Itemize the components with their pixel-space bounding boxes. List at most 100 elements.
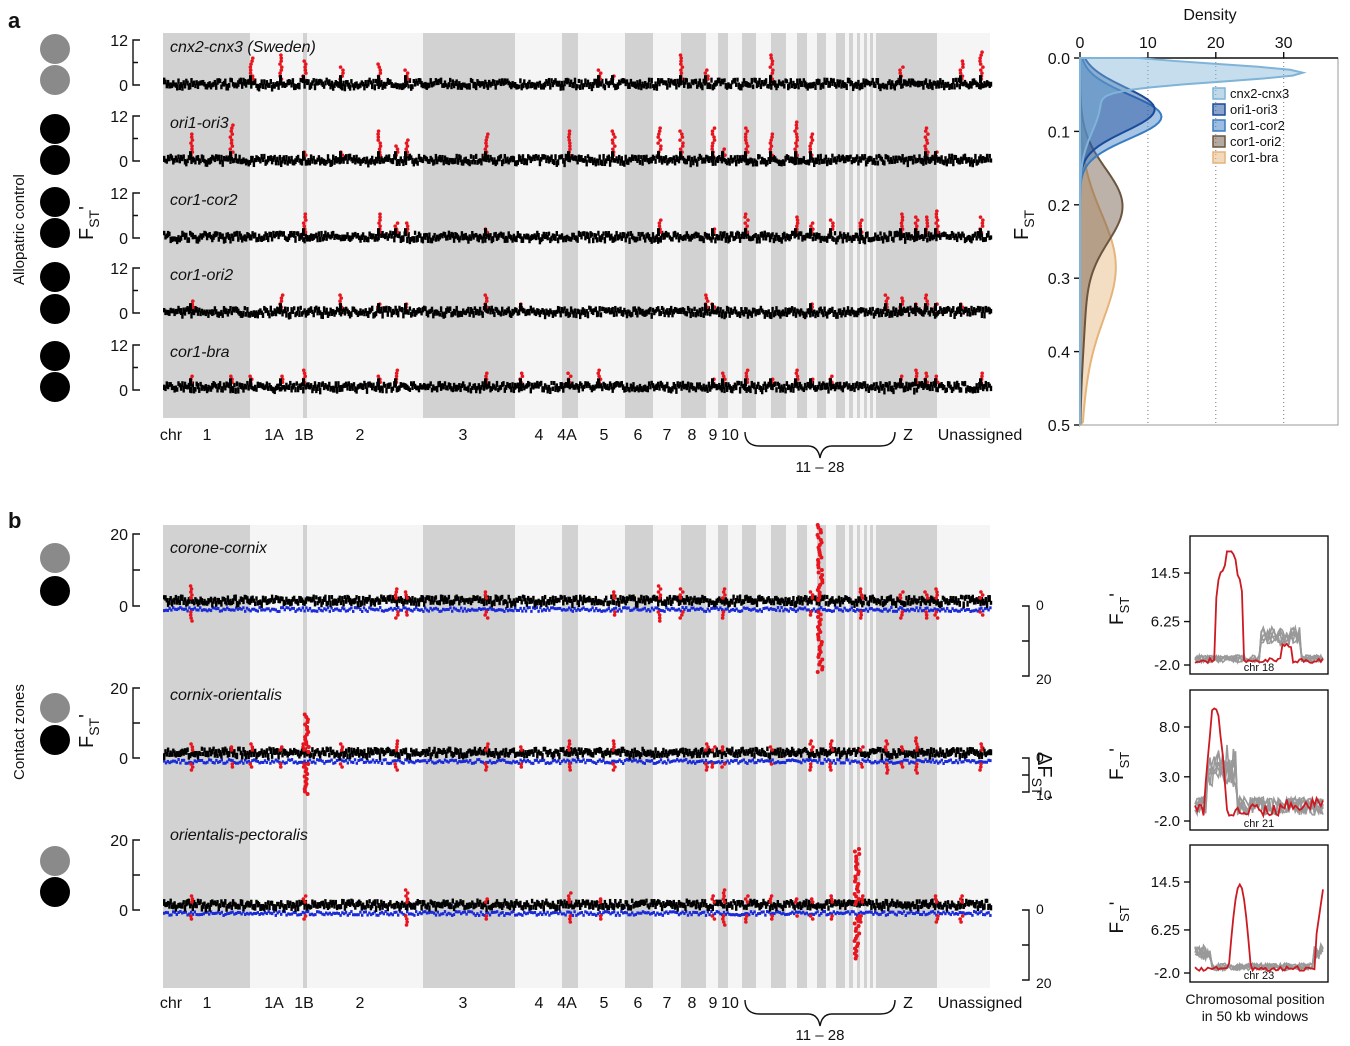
data-point	[449, 306, 452, 312]
data-point	[826, 594, 829, 600]
data-point	[521, 382, 525, 388]
data-point	[369, 233, 373, 240]
delta-point	[233, 608, 236, 612]
data-point	[568, 236, 571, 242]
data-point	[871, 77, 874, 83]
data-point	[248, 598, 252, 605]
data-point	[941, 309, 945, 317]
data-point	[400, 597, 404, 604]
data-point	[355, 309, 358, 316]
data-point	[270, 236, 274, 242]
data-point	[176, 308, 179, 315]
data-point	[932, 381, 935, 387]
data-point	[913, 595, 916, 602]
data-point	[906, 306, 909, 313]
data-point	[690, 601, 694, 606]
data-point	[750, 597, 753, 605]
data-point	[321, 381, 324, 387]
data-point	[975, 235, 978, 241]
data-point	[449, 383, 452, 390]
delta-point	[872, 608, 875, 612]
data-point	[281, 596, 284, 602]
data-point	[437, 235, 440, 242]
delta-point	[895, 609, 898, 613]
data-point	[532, 234, 535, 240]
data-point	[602, 153, 605, 161]
data-point	[166, 601, 170, 607]
data-point	[420, 157, 423, 163]
data-point	[742, 312, 746, 317]
data-point	[775, 306, 778, 312]
data-point	[881, 601, 885, 608]
data-point	[199, 159, 202, 164]
data-point	[317, 596, 321, 604]
data-point	[242, 77, 245, 85]
data-point	[970, 387, 973, 392]
data-point	[904, 385, 907, 393]
data-point	[926, 383, 929, 390]
data-point	[174, 82, 178, 88]
data-point	[484, 79, 487, 85]
data-point	[581, 307, 584, 314]
delta-point	[668, 608, 672, 612]
outlier-point	[303, 68, 308, 72]
delta-point	[440, 609, 443, 613]
data-point	[354, 597, 357, 604]
fst-axis-label-a: FST'	[76, 206, 102, 240]
outlier-point	[770, 71, 775, 75]
data-point	[329, 600, 332, 608]
data-point	[164, 235, 167, 240]
data-point	[693, 232, 696, 239]
data-point	[917, 230, 920, 238]
data-point	[906, 599, 909, 606]
data-point	[374, 385, 378, 392]
data-point	[867, 237, 870, 242]
data-point	[829, 228, 832, 237]
data-point	[580, 382, 583, 389]
data-point	[636, 236, 639, 242]
data-point	[477, 158, 480, 164]
chromosome-band	[867, 33, 870, 418]
delta-point	[166, 609, 169, 613]
data-point	[919, 81, 922, 86]
data-point	[257, 84, 261, 92]
delta-point	[965, 608, 969, 612]
data-point	[352, 84, 356, 91]
data-point	[361, 81, 365, 87]
data-point	[819, 83, 822, 90]
data-point	[481, 81, 484, 86]
delta-point	[251, 607, 254, 611]
data-point	[481, 311, 484, 318]
data-point	[615, 311, 618, 317]
outlier-point	[924, 371, 928, 376]
delta-point	[681, 606, 684, 610]
data-point	[761, 231, 764, 238]
delta-point	[971, 609, 974, 613]
data-point	[837, 308, 841, 313]
data-point	[672, 155, 675, 161]
data-point	[364, 235, 367, 240]
data-point	[646, 385, 649, 393]
data-point	[306, 382, 309, 388]
data-point	[575, 312, 578, 319]
data-point	[714, 309, 717, 315]
data-point	[835, 159, 838, 165]
data-point	[476, 234, 479, 242]
data-point	[845, 381, 848, 386]
data-point	[545, 79, 548, 84]
data-point	[693, 386, 696, 391]
outlier-point	[808, 144, 812, 148]
delta-point	[919, 606, 922, 610]
data-point	[543, 233, 547, 240]
delta-point	[784, 607, 787, 611]
data-point	[263, 79, 266, 85]
data-point	[883, 160, 886, 166]
data-point	[688, 598, 691, 606]
data-point	[615, 380, 618, 387]
data-point	[758, 154, 761, 159]
data-point	[252, 160, 256, 168]
data-point	[684, 77, 687, 85]
data-point	[672, 231, 675, 238]
data-point	[614, 234, 617, 242]
population-dot	[40, 576, 70, 606]
